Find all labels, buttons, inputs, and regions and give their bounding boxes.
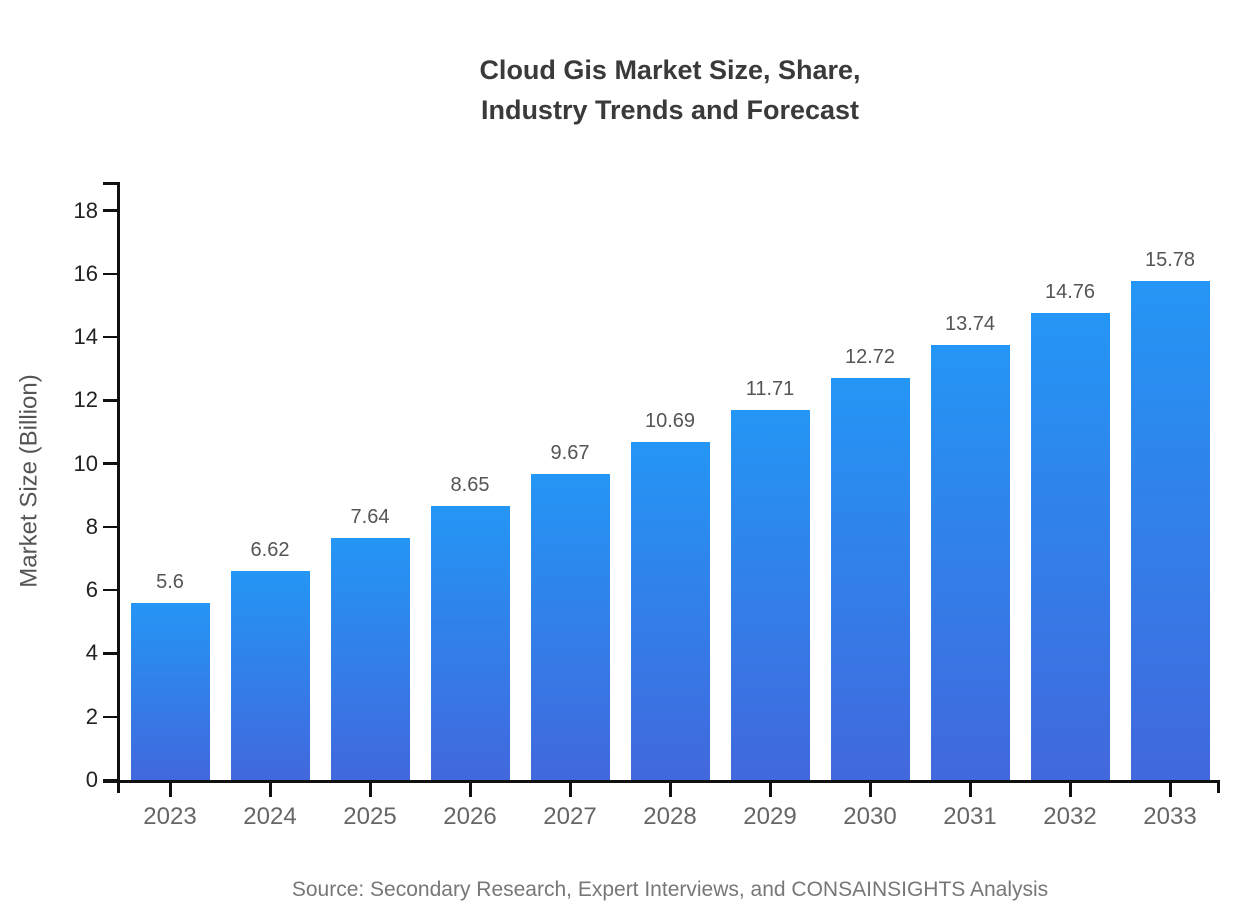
bar-value-label: 13.74 bbox=[944, 313, 996, 336]
x-tick-label: 2023 bbox=[143, 803, 197, 830]
chart-title-line-2: Industry Trends and Forecast bbox=[480, 95, 860, 125]
y-tick-label: 0 bbox=[85, 767, 98, 792]
x-tick-label: 2024 bbox=[243, 803, 297, 830]
bar-slot-2023: 5.6 2023 bbox=[120, 182, 220, 830]
x-axis-tick bbox=[569, 783, 572, 797]
y-axis-line bbox=[117, 182, 120, 793]
x-axis-tick bbox=[269, 783, 272, 797]
y-axis-tick bbox=[103, 588, 117, 592]
bars-row: 5.6 2023 6.62 2024 7.64 2025 8.65 2026 9.67 2027 1… bbox=[120, 182, 1220, 830]
y-axis-end-cap bbox=[103, 182, 117, 185]
x-axis-tick bbox=[1169, 783, 1172, 797]
x-axis-tick bbox=[869, 783, 872, 797]
bar-value-label: 7.64 bbox=[350, 506, 390, 529]
x-axis-tick bbox=[469, 783, 472, 797]
x-tick-label: 2027 bbox=[543, 803, 597, 830]
bar bbox=[130, 602, 210, 780]
bar-value-label: 12.72 bbox=[844, 345, 896, 368]
bar bbox=[1030, 313, 1110, 780]
bar bbox=[830, 377, 910, 780]
chart-title-line-1: Cloud Gis Market Size, Share, bbox=[479, 55, 861, 85]
y-axis-title-text: Market Size (Billion) bbox=[16, 374, 44, 588]
bar bbox=[1130, 280, 1210, 780]
x-tick-label: 2025 bbox=[343, 803, 397, 830]
source-note: Source: Secondary Research, Expert Inter… bbox=[291, 878, 1049, 901]
x-tick-label: 2030 bbox=[843, 803, 897, 830]
bar-slot-2027: 9.67 2027 bbox=[520, 182, 620, 830]
x-tick-label: 2033 bbox=[1143, 803, 1197, 830]
y-tick-label: 2 bbox=[85, 703, 98, 729]
bar-value-label: 10.69 bbox=[644, 409, 696, 432]
y-tick-label: 14 bbox=[73, 324, 98, 349]
x-tick-label: 2032 bbox=[1043, 803, 1097, 830]
y-tick-label: 18 bbox=[73, 197, 98, 223]
bar bbox=[230, 570, 310, 780]
y-axis-tick bbox=[103, 525, 117, 529]
x-axis-tick bbox=[969, 783, 972, 797]
x-tick-label: 2026 bbox=[443, 803, 497, 830]
x-tick-label: 2028 bbox=[643, 803, 697, 830]
x-axis-line bbox=[103, 780, 1220, 783]
y-axis-tick bbox=[103, 335, 117, 339]
bar-slot-2026: 8.65 2026 bbox=[420, 182, 520, 830]
bar-slot-2028: 10.69 2028 bbox=[620, 182, 720, 830]
bar bbox=[630, 441, 710, 780]
x-axis-tick bbox=[1069, 783, 1072, 797]
bar-slot-2032: 14.76 2032 bbox=[1020, 182, 1120, 830]
y-axis-tick bbox=[103, 399, 117, 402]
x-tick-label: 2031 bbox=[943, 803, 997, 830]
y-tick-label: 12 bbox=[73, 387, 98, 413]
plot-area: 5.6 2023 6.62 2024 7.64 2025 8.65 2026 9.67 2027 1… bbox=[74, 182, 1220, 830]
bar-value-label: 9.67 bbox=[550, 442, 590, 464]
bar-slot-2029: 11.71 2029 bbox=[720, 182, 820, 830]
y-tick-label: 10 bbox=[73, 450, 98, 476]
bar bbox=[530, 474, 610, 780]
x-tick-label: 2029 bbox=[743, 803, 797, 830]
bar-value-label: 11.71 bbox=[745, 377, 795, 400]
y-tick-label: 6 bbox=[85, 577, 98, 603]
x-axis-tick bbox=[669, 783, 672, 797]
bar-value-label: 5.6 bbox=[156, 570, 184, 593]
bar-value-label: 14.76 bbox=[1044, 281, 1096, 303]
y-axis-tick bbox=[103, 715, 117, 718]
bar bbox=[730, 409, 810, 780]
y-axis-tick bbox=[103, 652, 117, 655]
bar-slot-2025: 7.64 2025 bbox=[320, 182, 420, 830]
bar-value-label: 8.65 bbox=[450, 474, 490, 497]
y-axis-tick bbox=[103, 209, 117, 212]
y-axis-tick bbox=[103, 462, 117, 465]
bar-value-label: 6.62 bbox=[250, 538, 290, 561]
y-tick-label: 16 bbox=[73, 260, 98, 286]
bar-value-label: 15.78 bbox=[1144, 248, 1196, 271]
bar bbox=[430, 506, 510, 780]
y-axis-tick bbox=[103, 778, 117, 782]
chart-title: Cloud Gis Market Size, Share, Industry T… bbox=[120, 50, 1220, 130]
bar-slot-2031: 13.74 2031 bbox=[920, 182, 1020, 830]
bar bbox=[330, 538, 410, 780]
bar-slot-2024: 6.62 2024 bbox=[220, 182, 320, 830]
bar-slot-2030: 12.72 2030 bbox=[820, 182, 920, 830]
y-axis-tick bbox=[103, 272, 117, 275]
bar-slot-2033: 15.78 2033 bbox=[1120, 182, 1220, 830]
x-axis-end-cap bbox=[1217, 780, 1220, 793]
x-axis-tick bbox=[169, 783, 172, 797]
x-axis-tick bbox=[369, 783, 372, 797]
y-tick-label: 4 bbox=[85, 640, 98, 666]
bar bbox=[930, 345, 1010, 780]
y-tick-label: 8 bbox=[85, 513, 98, 539]
x-axis-tick bbox=[769, 783, 772, 797]
